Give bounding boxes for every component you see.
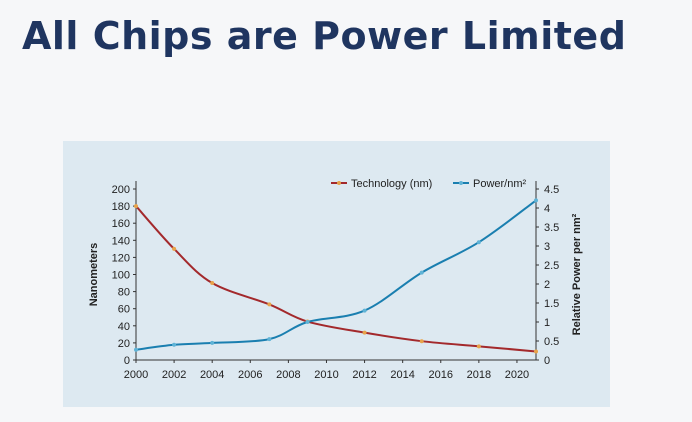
y-tick-label: 140 bbox=[112, 235, 130, 247]
y-tick-label: 120 bbox=[112, 252, 130, 264]
x-tick-label: 2000 bbox=[124, 369, 148, 381]
y2-tick-label: 0 bbox=[544, 355, 550, 367]
y2-tick-label: 2 bbox=[544, 279, 550, 291]
x-tick-label: 2002 bbox=[162, 369, 186, 381]
x-tick-label: 2010 bbox=[314, 369, 338, 381]
y2-tick-label: 1 bbox=[544, 317, 550, 329]
y-tick-label: 60 bbox=[118, 304, 130, 316]
y-axis-title: Nanometers bbox=[88, 243, 100, 307]
technology-point bbox=[362, 330, 367, 335]
power-point bbox=[267, 337, 272, 342]
technology-point bbox=[419, 339, 424, 344]
y2-tick-label: 1.5 bbox=[544, 298, 559, 310]
y-tick-label: 200 bbox=[112, 184, 130, 196]
x-tick-label: 2018 bbox=[467, 369, 491, 381]
x-tick-label: 2014 bbox=[390, 369, 414, 381]
x-tick-label: 2012 bbox=[352, 369, 376, 381]
x-tick-label: 2008 bbox=[276, 369, 300, 381]
chart-panel: 0 20 40 60 80 100 120 140 160 180 200 0 0.5 1 1.5 2 2.5 3… bbox=[63, 141, 610, 407]
y-tick-label: 80 bbox=[118, 287, 130, 299]
line-chart: 02040608010012014016018020000.511.522.53… bbox=[88, 178, 583, 381]
chart-lines bbox=[135, 199, 537, 353]
x-tick-label: 2016 bbox=[429, 369, 453, 381]
x-tick-label: 2020 bbox=[505, 369, 529, 381]
y2-tick-label: 3.5 bbox=[544, 222, 559, 234]
y-tick-label: 20 bbox=[118, 338, 130, 350]
chart-ticks: 02040608010012014016018020000.511.522.53… bbox=[112, 184, 560, 381]
power-point bbox=[172, 342, 177, 347]
y-tick-label: 160 bbox=[112, 218, 130, 230]
power-line bbox=[135, 199, 537, 351]
power-point bbox=[476, 240, 481, 245]
y-tick-label: 40 bbox=[118, 321, 130, 333]
technology-point bbox=[172, 246, 177, 251]
power-point bbox=[134, 347, 138, 352]
chart-legend: Technology (nm) Power/nm² bbox=[331, 178, 527, 190]
y2-tick-label: 0.5 bbox=[544, 336, 559, 348]
y-tick-label: 100 bbox=[112, 270, 130, 282]
y2-axis-title: Relative Power per nm² bbox=[571, 213, 583, 335]
technology-point bbox=[476, 344, 481, 349]
technology-point bbox=[534, 349, 538, 354]
chart-markers bbox=[134, 198, 538, 354]
power-point bbox=[210, 340, 215, 345]
chart-axes bbox=[135, 181, 537, 361]
y2-tick-label: 4.5 bbox=[544, 184, 559, 196]
power-point bbox=[305, 320, 310, 324]
y-tick-label: 0 bbox=[124, 355, 130, 367]
legend-marker bbox=[459, 181, 463, 185]
y2-tick-label: 2.5 bbox=[544, 260, 559, 272]
legend-label-power: Power/nm² bbox=[473, 178, 527, 190]
technology-point bbox=[210, 281, 215, 286]
power-point bbox=[419, 270, 424, 275]
slide-title: All Chips are Power Limited bbox=[22, 14, 627, 58]
x-tick-label: 2004 bbox=[200, 369, 224, 381]
technology-point bbox=[134, 204, 138, 209]
y-tick-label: 180 bbox=[112, 201, 130, 213]
technology-point bbox=[267, 302, 272, 307]
technology-line bbox=[135, 205, 537, 353]
legend-marker bbox=[337, 181, 341, 185]
y2-tick-label: 3 bbox=[544, 241, 550, 253]
x-tick-label: 2006 bbox=[238, 369, 262, 381]
y2-tick-label: 4 bbox=[544, 203, 550, 215]
legend-label-technology: Technology (nm) bbox=[351, 178, 432, 190]
power-point bbox=[534, 198, 538, 203]
power-point bbox=[362, 308, 367, 313]
